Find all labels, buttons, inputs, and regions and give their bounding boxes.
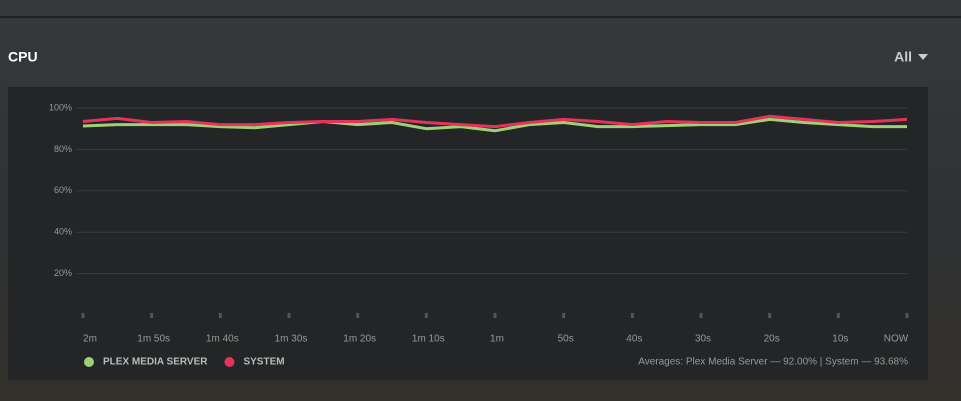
- y-tick-label: 60%: [54, 185, 72, 195]
- y-tick-label: 80%: [54, 144, 72, 154]
- section-title: CPU: [8, 49, 38, 65]
- x-tick-label: 10s: [832, 334, 848, 345]
- x-tick-label: 1m 20s: [343, 334, 376, 345]
- x-tick: [81, 313, 85, 318]
- x-tick-label: 1m 40s: [206, 334, 239, 345]
- legend-label: SYSTEM: [243, 357, 284, 368]
- x-tick: [218, 313, 222, 318]
- x-tick-label: 30s: [695, 334, 711, 345]
- y-tick-label: 100%: [49, 102, 72, 112]
- x-tick: [699, 313, 703, 318]
- x-tick-label: 1m: [490, 334, 504, 345]
- legend-swatch: [224, 357, 235, 367]
- x-tick: [493, 313, 497, 318]
- filter-dropdown[interactable]: All: [894, 49, 912, 65]
- x-tick: [287, 313, 291, 318]
- x-tick-label: NOW: [884, 334, 909, 345]
- x-tick: [562, 313, 566, 318]
- y-tick-label: 20%: [54, 268, 72, 278]
- x-tick: [424, 313, 428, 318]
- x-tick-label: 40s: [626, 334, 642, 345]
- x-tick-label: 50s: [558, 334, 574, 345]
- x-tick-label: 1m 10s: [412, 334, 445, 345]
- x-tick: [356, 313, 360, 318]
- series-line: [82, 117, 907, 133]
- legend-label: PLEX MEDIA SERVER: [103, 357, 208, 368]
- x-tick: [905, 313, 909, 318]
- x-tick-label: 1m 50s: [137, 334, 170, 345]
- x-tick-label: 1m 30s: [275, 334, 308, 345]
- legend-swatch: [84, 357, 94, 367]
- averages: Averages: Plex Media Server — 92.00% | S…: [638, 357, 908, 368]
- series-line: [82, 114, 908, 129]
- y-tick-label: 40%: [54, 227, 72, 237]
- x-tick: [630, 313, 634, 318]
- x-tick: [150, 313, 154, 318]
- chart-panel: [8, 87, 928, 380]
- dropdown-caret[interactable]: [918, 54, 928, 60]
- x-tick-label: 20s: [764, 334, 780, 345]
- x-tick-label: 2m: [83, 334, 97, 345]
- x-tick: [836, 313, 840, 318]
- x-tick: [768, 313, 772, 318]
